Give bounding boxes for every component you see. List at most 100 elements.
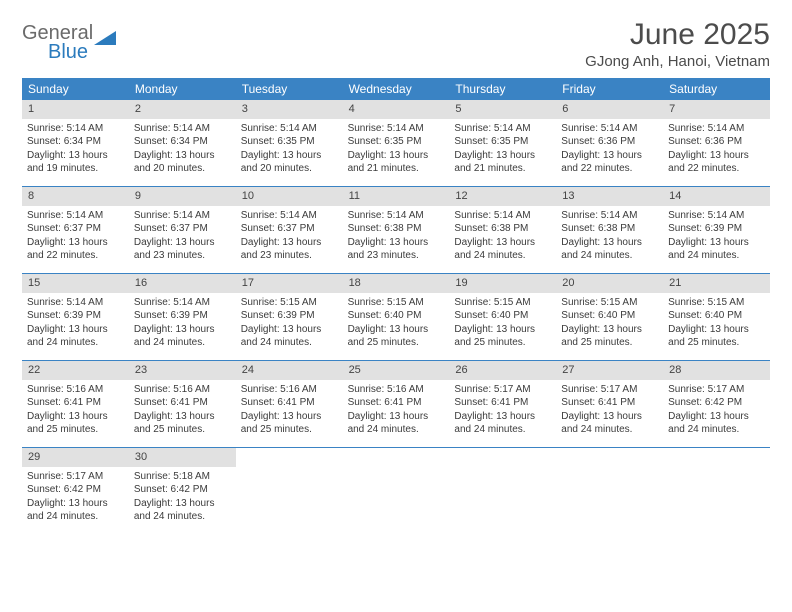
- day-number: 25: [343, 361, 450, 380]
- sunrise-text: Sunrise: 5:15 AM: [561, 296, 658, 310]
- calendar-day: 16Sunrise: 5:14 AMSunset: 6:39 PMDayligh…: [129, 274, 236, 360]
- weekday-header-row: Sunday Monday Tuesday Wednesday Thursday…: [22, 78, 770, 100]
- calendar-day: 10Sunrise: 5:14 AMSunset: 6:37 PMDayligh…: [236, 187, 343, 273]
- calendar-day: 27Sunrise: 5:17 AMSunset: 6:41 PMDayligh…: [556, 361, 663, 447]
- sunrise-text: Sunrise: 5:15 AM: [241, 296, 338, 310]
- daylight-text: Daylight: 13 hours and 22 minutes.: [668, 149, 765, 176]
- sunset-text: Sunset: 6:41 PM: [241, 396, 338, 410]
- weekday-label: Friday: [556, 78, 663, 100]
- sunset-text: Sunset: 6:41 PM: [561, 396, 658, 410]
- daylight-text: Daylight: 13 hours and 24 minutes.: [241, 323, 338, 350]
- calendar-day: 24Sunrise: 5:16 AMSunset: 6:41 PMDayligh…: [236, 361, 343, 447]
- day-number: 5: [449, 100, 556, 119]
- daylight-text: Daylight: 13 hours and 24 minutes.: [27, 497, 124, 524]
- daylight-text: Daylight: 13 hours and 24 minutes.: [348, 410, 445, 437]
- calendar-day: 17Sunrise: 5:15 AMSunset: 6:39 PMDayligh…: [236, 274, 343, 360]
- sunrise-text: Sunrise: 5:14 AM: [27, 296, 124, 310]
- daylight-text: Daylight: 13 hours and 23 minutes.: [241, 236, 338, 263]
- day-number: 18: [343, 274, 450, 293]
- sunrise-text: Sunrise: 5:14 AM: [561, 122, 658, 136]
- day-body: Sunrise: 5:14 AMSunset: 6:38 PMDaylight:…: [556, 206, 663, 269]
- sunset-text: Sunset: 6:34 PM: [134, 135, 231, 149]
- calendar-day: 6Sunrise: 5:14 AMSunset: 6:36 PMDaylight…: [556, 100, 663, 186]
- day-body: Sunrise: 5:14 AMSunset: 6:38 PMDaylight:…: [343, 206, 450, 269]
- sunrise-text: Sunrise: 5:15 AM: [454, 296, 551, 310]
- calendar-day: 22Sunrise: 5:16 AMSunset: 6:41 PMDayligh…: [22, 361, 129, 447]
- calendar-day: 18Sunrise: 5:15 AMSunset: 6:40 PMDayligh…: [343, 274, 450, 360]
- sunrise-text: Sunrise: 5:14 AM: [27, 122, 124, 136]
- day-number: 13: [556, 187, 663, 206]
- day-number: 11: [343, 187, 450, 206]
- sunset-text: Sunset: 6:39 PM: [134, 309, 231, 323]
- sunset-text: Sunset: 6:39 PM: [27, 309, 124, 323]
- day-body: Sunrise: 5:14 AMSunset: 6:39 PMDaylight:…: [22, 293, 129, 356]
- calendar-day: .: [556, 448, 663, 534]
- calendar-day: 1Sunrise: 5:14 AMSunset: 6:34 PMDaylight…: [22, 100, 129, 186]
- day-number: 8: [22, 187, 129, 206]
- daylight-text: Daylight: 13 hours and 21 minutes.: [348, 149, 445, 176]
- day-number: 1: [22, 100, 129, 119]
- sunrise-text: Sunrise: 5:14 AM: [668, 122, 765, 136]
- sunset-text: Sunset: 6:37 PM: [241, 222, 338, 236]
- sunset-text: Sunset: 6:35 PM: [348, 135, 445, 149]
- calendar-day: 12Sunrise: 5:14 AMSunset: 6:38 PMDayligh…: [449, 187, 556, 273]
- calendar-day: 9Sunrise: 5:14 AMSunset: 6:37 PMDaylight…: [129, 187, 236, 273]
- daylight-text: Daylight: 13 hours and 25 minutes.: [668, 323, 765, 350]
- sunrise-text: Sunrise: 5:14 AM: [348, 209, 445, 223]
- daylight-text: Daylight: 13 hours and 22 minutes.: [561, 149, 658, 176]
- weekday-label: Saturday: [663, 78, 770, 100]
- day-body: Sunrise: 5:14 AMSunset: 6:39 PMDaylight:…: [129, 293, 236, 356]
- sunrise-text: Sunrise: 5:16 AM: [241, 383, 338, 397]
- sunrise-text: Sunrise: 5:16 AM: [134, 383, 231, 397]
- weekday-label: Wednesday: [343, 78, 450, 100]
- calendar-day: 3Sunrise: 5:14 AMSunset: 6:35 PMDaylight…: [236, 100, 343, 186]
- day-body: Sunrise: 5:14 AMSunset: 6:36 PMDaylight:…: [556, 119, 663, 182]
- calendar-grid: Sunday Monday Tuesday Wednesday Thursday…: [22, 78, 770, 534]
- day-number: 14: [663, 187, 770, 206]
- sunset-text: Sunset: 6:41 PM: [134, 396, 231, 410]
- sunrise-text: Sunrise: 5:14 AM: [561, 209, 658, 223]
- sunset-text: Sunset: 6:41 PM: [454, 396, 551, 410]
- day-number: 7: [663, 100, 770, 119]
- day-body: Sunrise: 5:14 AMSunset: 6:35 PMDaylight:…: [236, 119, 343, 182]
- daylight-text: Daylight: 13 hours and 24 minutes.: [27, 323, 124, 350]
- calendar-day: 25Sunrise: 5:16 AMSunset: 6:41 PMDayligh…: [343, 361, 450, 447]
- sunrise-text: Sunrise: 5:16 AM: [348, 383, 445, 397]
- calendar-day: 21Sunrise: 5:15 AMSunset: 6:40 PMDayligh…: [663, 274, 770, 360]
- day-number: 4: [343, 100, 450, 119]
- calendar-day: 7Sunrise: 5:14 AMSunset: 6:36 PMDaylight…: [663, 100, 770, 186]
- day-body: Sunrise: 5:15 AMSunset: 6:39 PMDaylight:…: [236, 293, 343, 356]
- sunrise-text: Sunrise: 5:14 AM: [348, 122, 445, 136]
- day-body: Sunrise: 5:16 AMSunset: 6:41 PMDaylight:…: [22, 380, 129, 443]
- day-number: 2: [129, 100, 236, 119]
- sunset-text: Sunset: 6:35 PM: [454, 135, 551, 149]
- day-number: 10: [236, 187, 343, 206]
- day-body: Sunrise: 5:14 AMSunset: 6:36 PMDaylight:…: [663, 119, 770, 182]
- day-number: 12: [449, 187, 556, 206]
- daylight-text: Daylight: 13 hours and 24 minutes.: [668, 236, 765, 263]
- calendar-day: 15Sunrise: 5:14 AMSunset: 6:39 PMDayligh…: [22, 274, 129, 360]
- calendar-page: GeneralBlue June 2025 GJong Anh, Hanoi, …: [0, 0, 792, 612]
- title-block: June 2025 GJong Anh, Hanoi, Vietnam: [585, 18, 770, 70]
- month-title: June 2025: [585, 18, 770, 51]
- day-number: 23: [129, 361, 236, 380]
- week-row: 29Sunrise: 5:17 AMSunset: 6:42 PMDayligh…: [22, 448, 770, 534]
- week-row: 15Sunrise: 5:14 AMSunset: 6:39 PMDayligh…: [22, 274, 770, 361]
- calendar-day: 20Sunrise: 5:15 AMSunset: 6:40 PMDayligh…: [556, 274, 663, 360]
- sunrise-text: Sunrise: 5:14 AM: [134, 296, 231, 310]
- sunset-text: Sunset: 6:40 PM: [668, 309, 765, 323]
- calendar-day: .: [236, 448, 343, 534]
- calendar-day: 11Sunrise: 5:14 AMSunset: 6:38 PMDayligh…: [343, 187, 450, 273]
- header: GeneralBlue June 2025 GJong Anh, Hanoi, …: [22, 18, 770, 70]
- day-number: 27: [556, 361, 663, 380]
- day-body: Sunrise: 5:14 AMSunset: 6:38 PMDaylight:…: [449, 206, 556, 269]
- day-number: 20: [556, 274, 663, 293]
- day-body: Sunrise: 5:15 AMSunset: 6:40 PMDaylight:…: [556, 293, 663, 356]
- daylight-text: Daylight: 13 hours and 24 minutes.: [454, 236, 551, 263]
- day-number: 29: [22, 448, 129, 467]
- sunrise-text: Sunrise: 5:14 AM: [134, 209, 231, 223]
- calendar-day: 2Sunrise: 5:14 AMSunset: 6:34 PMDaylight…: [129, 100, 236, 186]
- day-number: 22: [22, 361, 129, 380]
- weekday-label: Thursday: [449, 78, 556, 100]
- day-body: Sunrise: 5:15 AMSunset: 6:40 PMDaylight:…: [343, 293, 450, 356]
